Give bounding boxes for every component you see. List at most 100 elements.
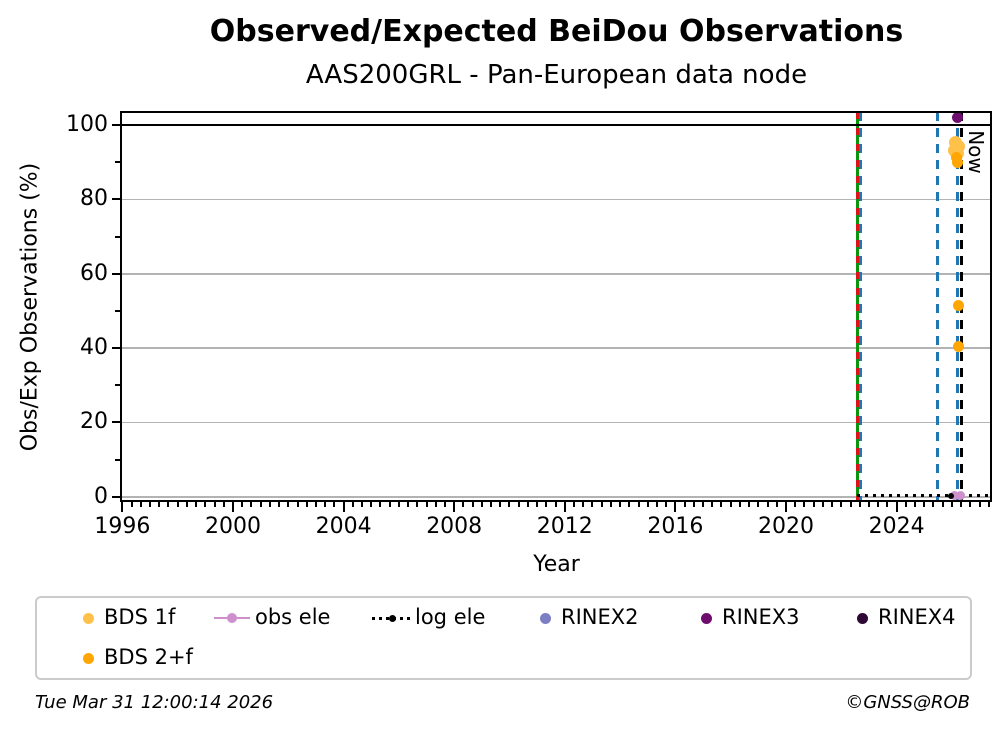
x-minor-tick: [950, 502, 953, 507]
y-gridline: [121, 495, 992, 498]
x-minor-tick: [803, 502, 806, 507]
x-minor-tick: [748, 502, 751, 507]
y-major-tick: [112, 347, 121, 350]
legend-label: BDS 2+f: [104, 645, 193, 669]
x-minor-tick: [471, 502, 474, 507]
x-minor-tick: [425, 502, 428, 507]
x-major-tick: [231, 502, 234, 512]
x-minor-tick: [167, 502, 170, 507]
x-minor-tick: [130, 502, 133, 507]
x-minor-tick: [692, 502, 695, 507]
x-minor-tick: [296, 502, 299, 507]
x-major-tick: [563, 502, 566, 512]
x-major-tick: [453, 502, 456, 512]
x-minor-tick: [204, 502, 207, 507]
x-minor-tick: [434, 502, 437, 507]
x-minor-tick: [361, 502, 364, 507]
x-minor-tick: [397, 502, 400, 507]
x-minor-tick: [600, 502, 603, 507]
x-minor-tick: [904, 502, 907, 507]
y-minor-tick: [115, 309, 121, 312]
x-minor-tick: [720, 502, 723, 507]
x-minor-tick: [573, 502, 575, 507]
x-minor-tick: [840, 502, 843, 507]
x-minor-tick: [185, 502, 188, 507]
x-minor-tick: [379, 502, 382, 507]
data-point-bds-2-f: [951, 157, 963, 169]
legend-label: log ele: [415, 605, 486, 629]
x-tick-label: 2012: [536, 514, 593, 539]
x-minor-tick: [619, 502, 622, 507]
y-major-tick: [112, 124, 121, 126]
x-minor-tick: [333, 502, 336, 507]
x-minor-tick: [250, 502, 253, 507]
x-minor-tick: [259, 502, 262, 507]
x-minor-tick: [490, 502, 493, 507]
legend-dot: [539, 612, 551, 624]
legend-dot: [82, 612, 94, 624]
x-minor-tick: [545, 502, 548, 507]
legend-dot: [700, 612, 712, 624]
x-minor-tick: [278, 502, 281, 507]
x-minor-tick: [766, 502, 769, 507]
x-major-tick: [342, 502, 345, 512]
x-major-tick: [895, 502, 898, 512]
x-minor-tick: [149, 502, 152, 507]
x-minor-tick: [729, 502, 732, 507]
legend-box: [35, 596, 972, 680]
x-minor-tick: [407, 502, 410, 507]
x-minor-tick: [195, 502, 198, 507]
x-minor-tick: [978, 502, 981, 507]
x-minor-tick: [821, 502, 824, 507]
plot-frame: [120, 111, 992, 502]
x-minor-tick: [526, 502, 529, 507]
legend-label: obs ele: [255, 605, 331, 629]
x-minor-tick: [499, 502, 502, 507]
x-minor-tick: [757, 502, 760, 507]
copyright-text: ©GNSS@ROB: [845, 692, 970, 713]
x-minor-tick: [582, 502, 585, 507]
x-minor-tick: [637, 502, 640, 507]
legend-dot: [856, 612, 868, 624]
data-point-rinex3: [951, 112, 963, 124]
legend-dot: [82, 652, 94, 664]
x-minor-tick: [462, 502, 465, 507]
x-minor-tick: [591, 502, 594, 507]
x-minor-tick: [738, 502, 741, 507]
data-point-obs-ele: [955, 491, 965, 501]
x-minor-tick: [213, 502, 216, 507]
x-minor-tick: [987, 502, 990, 507]
y-minor-tick: [115, 384, 121, 387]
x-minor-tick: [886, 502, 889, 507]
x-minor-tick: [794, 502, 797, 507]
data-point-obs-ele: [949, 491, 959, 501]
y-tick-label: 100: [66, 112, 108, 137]
x-minor-tick: [849, 502, 852, 507]
x-minor-tick: [609, 502, 612, 507]
x-minor-tick: [858, 502, 861, 507]
x-minor-tick: [176, 502, 179, 507]
y-tick-label: 80: [80, 186, 108, 212]
x-minor-tick: [443, 502, 446, 507]
y-major-tick: [112, 272, 121, 275]
x-minor-tick: [646, 502, 649, 507]
legend-dot: [227, 613, 237, 623]
y-gridline: [121, 347, 992, 349]
x-minor-tick: [923, 502, 926, 507]
x-tick-label: 1996: [94, 514, 151, 539]
x-minor-tick: [867, 502, 870, 507]
x-axis-label: Year: [533, 552, 580, 577]
x-minor-tick: [241, 502, 244, 507]
x-minor-tick: [683, 502, 686, 507]
x-minor-tick: [351, 502, 354, 507]
x-minor-tick: [517, 502, 520, 507]
x-tick-label: 2020: [758, 514, 814, 539]
legend-dot: [388, 614, 396, 622]
event-vline: [859, 112, 863, 502]
y-axis-label: Obs/Exp Observations (%): [17, 162, 43, 452]
data-point-bds-2-f: [953, 299, 965, 311]
y-major-tick: [112, 421, 121, 424]
x-minor-tick: [554, 502, 557, 507]
y-minor-tick: [115, 161, 121, 164]
data-point-bds-2-f: [953, 340, 965, 352]
